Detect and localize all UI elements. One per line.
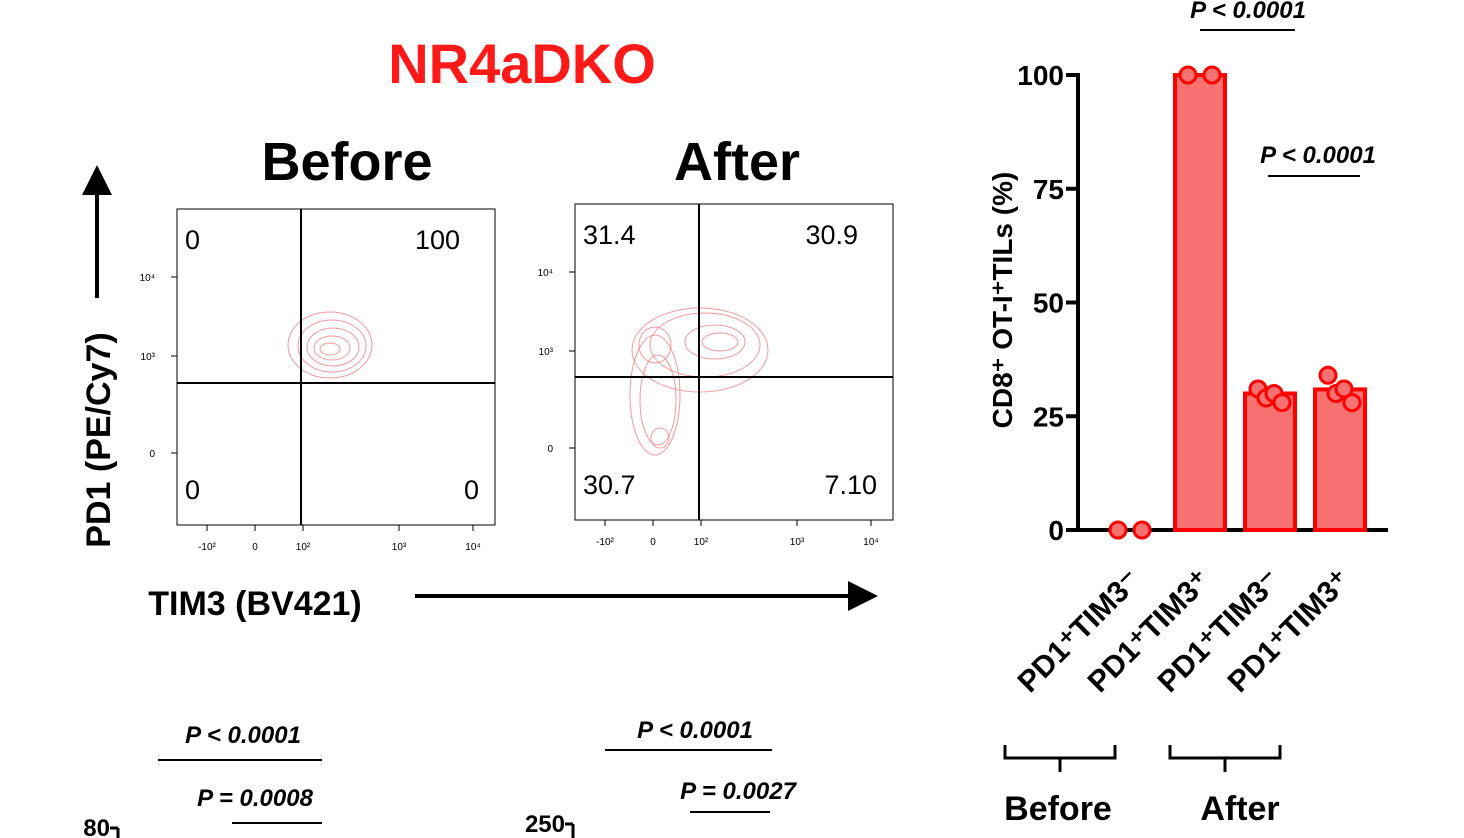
y-tick-label: 25 (1033, 401, 1064, 432)
plot-frame (574, 203, 894, 521)
p-value: P < 0.0001 (1190, 0, 1306, 24)
quadrant-value: 100 (415, 225, 460, 255)
quadrant-value: 7.10 (824, 470, 877, 500)
data-point (1334, 379, 1354, 399)
quadrant-value: 0 (464, 475, 479, 505)
data-point (1272, 393, 1292, 413)
y-axis-label: PD1 (PE/Cy7) (80, 332, 118, 547)
arrow-head (848, 581, 878, 611)
data-point (1108, 520, 1128, 540)
bar (1313, 387, 1367, 532)
y-tick-label: 0 (149, 449, 155, 460)
x-tick-label: 10² (694, 537, 709, 548)
quadrant-value: 0 (185, 225, 200, 255)
p-value: P = 0.0027 (680, 778, 798, 805)
quadrant-value: 30.9 (805, 220, 858, 250)
y-tick-label: 10³ (141, 352, 156, 363)
group-label: Before (1004, 790, 1112, 828)
bar (1243, 391, 1297, 532)
y-tick-label: 250 (525, 811, 565, 838)
y-tick-label: 75 (1033, 174, 1064, 205)
x-tick-label: 0 (252, 542, 258, 553)
x-axis-label: TIM3 (BV421) (148, 585, 362, 623)
x-tick-label: -10² (198, 542, 216, 553)
y-tick-label: 50 (1033, 288, 1064, 319)
panel-title: Before (261, 132, 432, 192)
y-tick-label: 10⁴ (538, 268, 553, 279)
p-value: P < 0.0001 (1260, 142, 1376, 169)
x-tick-label: 10² (296, 542, 311, 553)
plot-frame (176, 208, 496, 526)
arrow-head (82, 165, 112, 195)
x-tick-label: 0 (650, 537, 656, 548)
x-tick-label: 10⁴ (863, 537, 878, 548)
group-bracket (1168, 745, 1282, 772)
group-bracket (1003, 745, 1117, 772)
data-point (1202, 65, 1222, 85)
data-point (1318, 365, 1338, 385)
x-tick-label: 10⁴ (465, 542, 480, 553)
bar (1173, 73, 1227, 532)
y-tick-label: 80 (83, 815, 110, 838)
data-point (1342, 393, 1362, 413)
y-axis-label: CD8⁺ OT-I⁺TILs (%) (987, 172, 1018, 429)
y-tick-label: 100 (1017, 60, 1064, 91)
figure-title: NR4aDKO (388, 32, 656, 95)
p-value: P = 0.0008 (197, 785, 314, 812)
x-tick-label: 10³ (392, 542, 407, 553)
x-tick-label: -10² (596, 537, 614, 548)
p-value: P < 0.0001 (185, 722, 301, 749)
quadrant-value: 30.7 (583, 470, 636, 500)
panel-title: After (674, 132, 800, 192)
data-point (1178, 65, 1198, 85)
x-tick-label: 10³ (790, 537, 805, 548)
p-value: P < 0.0001 (637, 717, 753, 744)
contours (287, 307, 769, 456)
y-tick-label: 10⁴ (140, 273, 155, 284)
y-tick-label: 10³ (539, 347, 554, 358)
quadrant-value: 0 (185, 475, 200, 505)
data-point (1132, 520, 1152, 540)
quadrant-value: 31.4 (583, 220, 636, 250)
group-label: After (1200, 790, 1279, 828)
y-tick-label: 0 (547, 444, 553, 455)
y-tick-label: 0 (1048, 515, 1064, 546)
